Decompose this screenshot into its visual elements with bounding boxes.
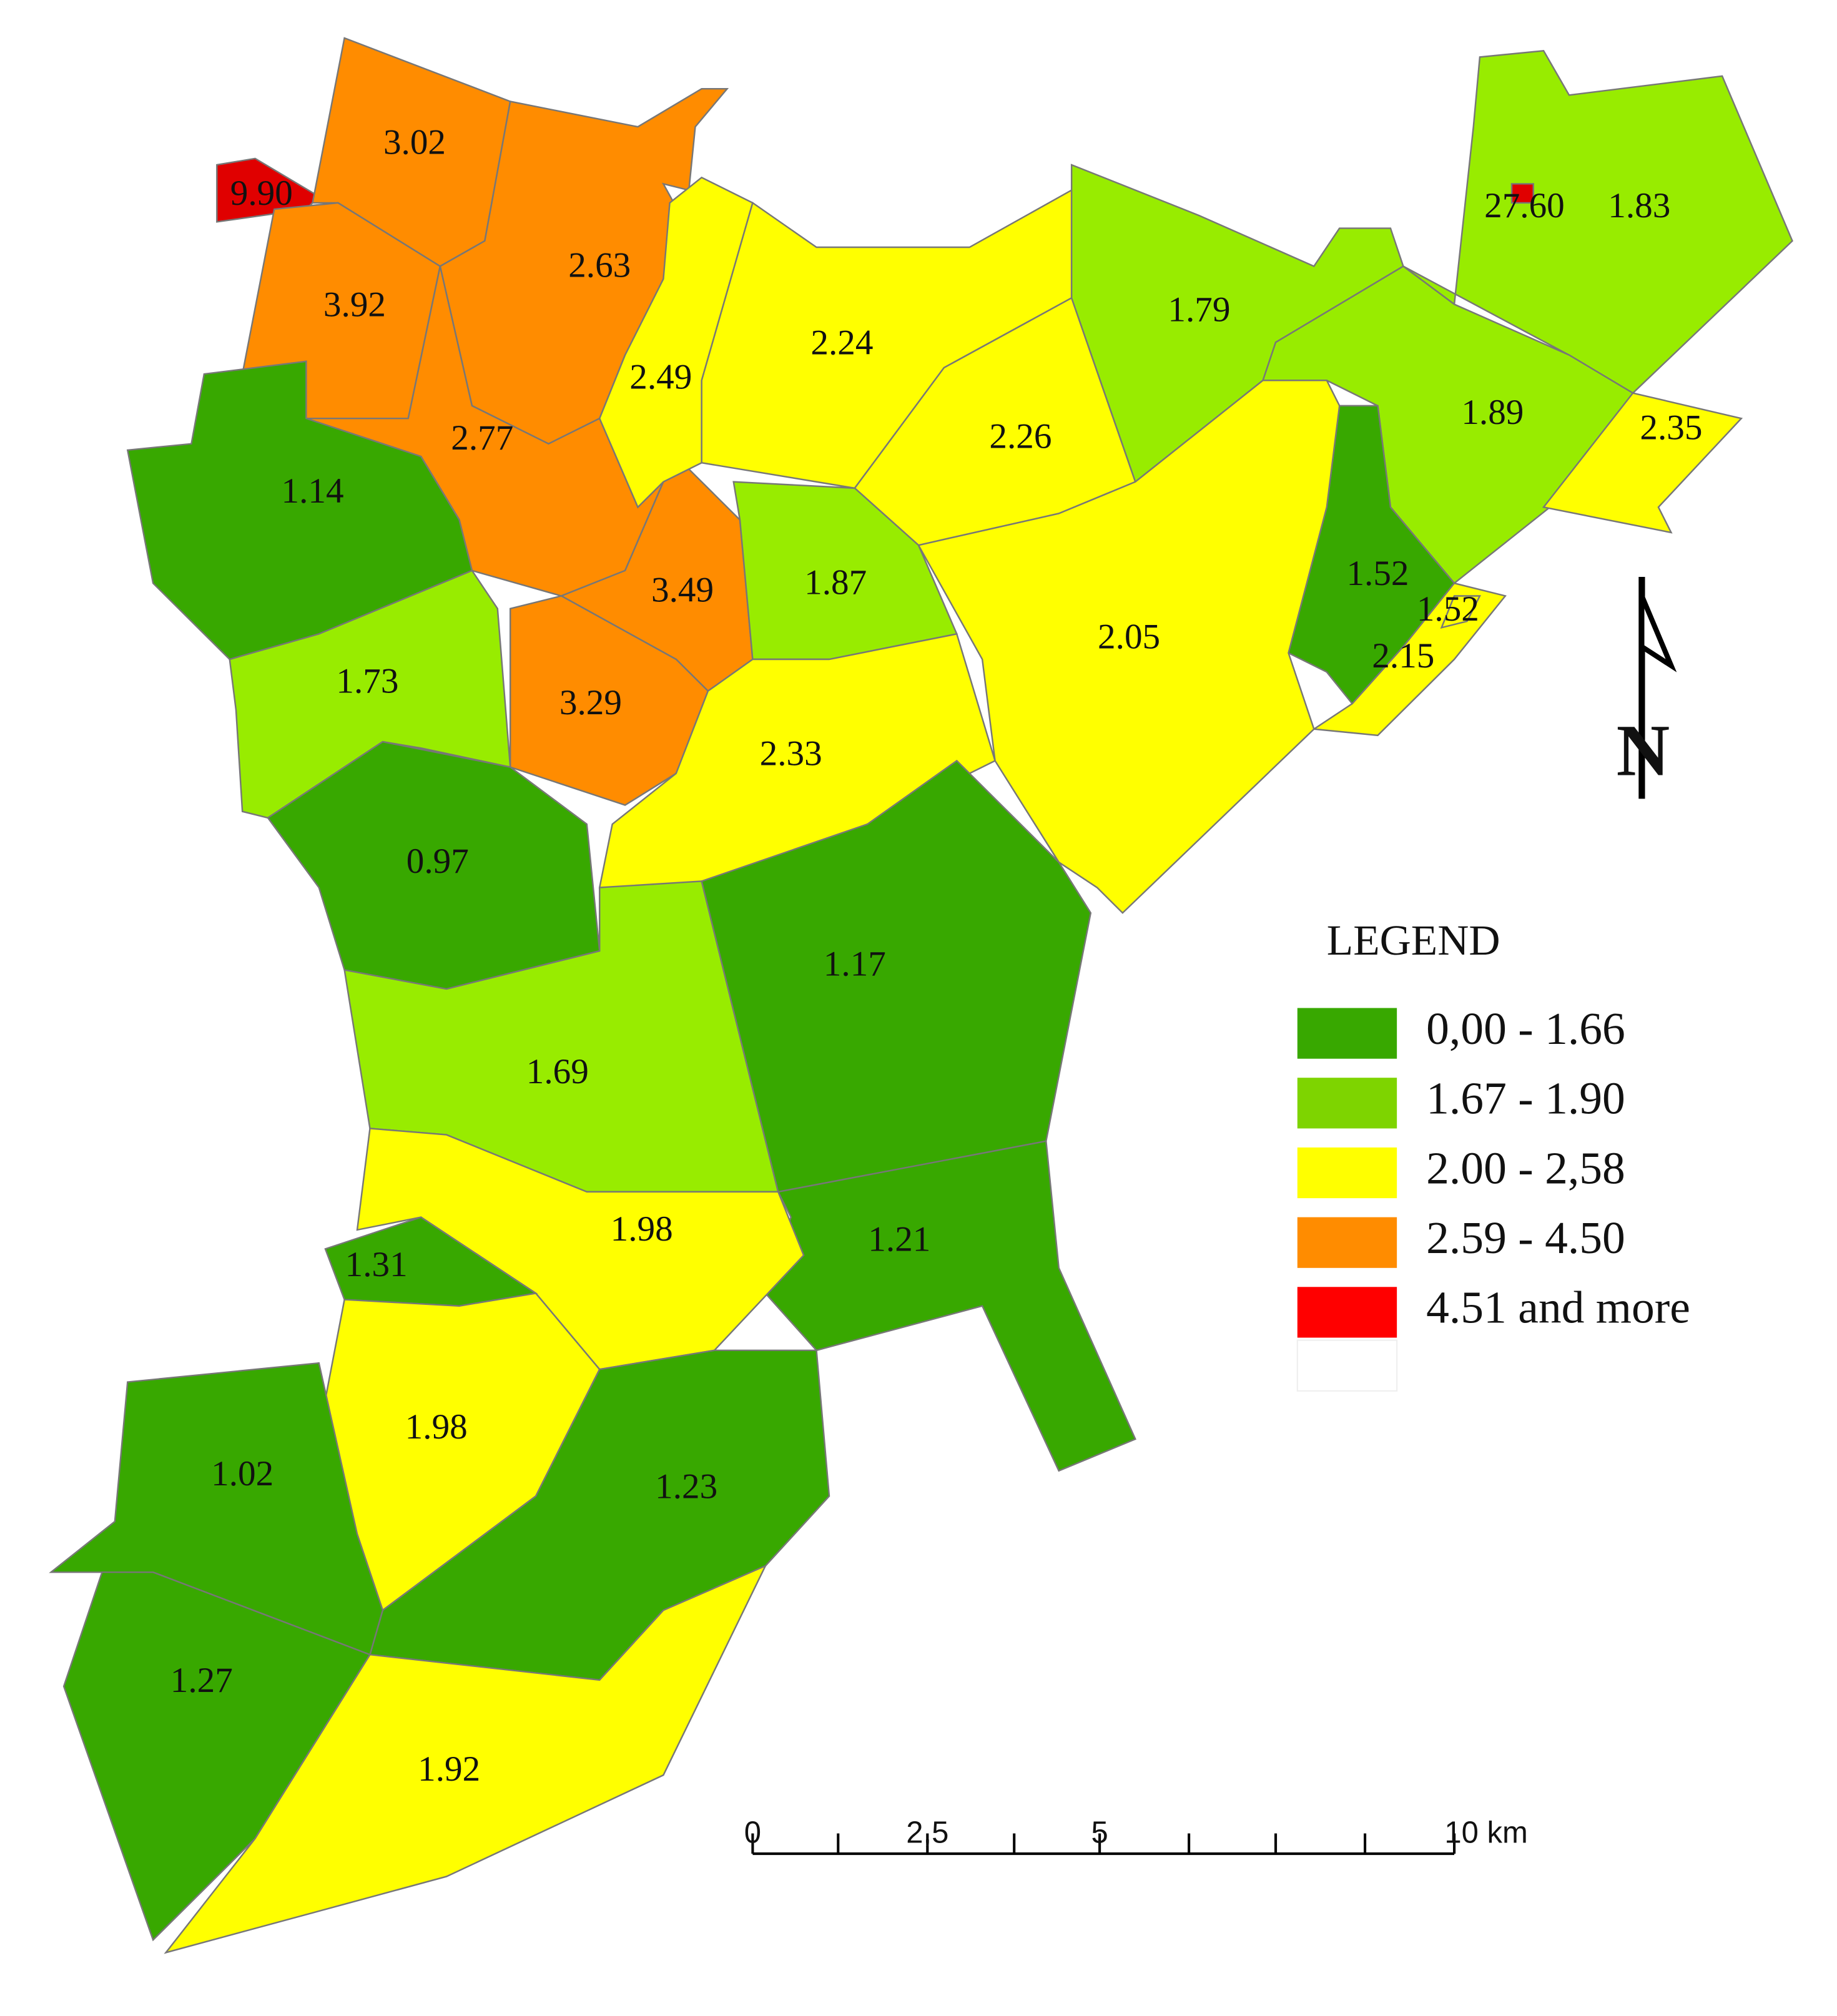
scale-bar: 0 2,5 5 10 km xyxy=(744,1816,1528,1856)
region-label: 1.69 xyxy=(526,1052,589,1091)
region xyxy=(917,380,1341,914)
region-label: 0.97 xyxy=(406,842,469,881)
region-label: 1.23 xyxy=(655,1467,717,1506)
region xyxy=(1070,164,1404,483)
north-label: N xyxy=(1617,710,1670,792)
region-label: 2.24 xyxy=(810,323,873,363)
legend-swatch xyxy=(1297,1078,1397,1129)
region-label: 2.05 xyxy=(1098,617,1160,657)
legend-label: 1.67 - 1.90 xyxy=(1426,1073,1625,1124)
region-label: 1.21 xyxy=(868,1219,930,1259)
north-arrow: N xyxy=(1617,577,1677,799)
region-label: 2.35 xyxy=(1640,408,1702,448)
region-label: 1.98 xyxy=(405,1407,468,1447)
scale-label: 0 xyxy=(744,1816,761,1850)
region-label: 2.63 xyxy=(568,246,631,285)
legend-label: 4.51 and more xyxy=(1426,1282,1690,1333)
region-label: 2.33 xyxy=(760,734,822,774)
region xyxy=(164,1564,767,1954)
scale-label: 5 xyxy=(1091,1816,1108,1850)
region-label: 1.52 xyxy=(1417,589,1479,629)
regions xyxy=(49,37,1793,1954)
region xyxy=(1542,392,1743,534)
legend-title: LEGEND xyxy=(1327,916,1500,964)
region-labels: 9.90 3.02 3.92 2.63 2.77 3.49 3.29 2.49 2.24 2.26… xyxy=(170,123,1703,1789)
region-label: 1.98 xyxy=(611,1209,673,1249)
region xyxy=(1510,183,1534,204)
legend-swatch xyxy=(1297,1287,1397,1338)
region-label: 2.77 xyxy=(451,418,513,458)
legend-swatch xyxy=(1297,1008,1397,1059)
legend-swatch xyxy=(1297,1147,1397,1199)
region-label: 1.17 xyxy=(824,945,886,984)
region-label: 3.49 xyxy=(651,571,714,610)
region-label: 1.83 xyxy=(1608,186,1670,225)
region-label: 1.87 xyxy=(804,563,867,602)
region xyxy=(229,569,511,819)
region-label: 2.49 xyxy=(629,357,692,396)
region-label: 2.15 xyxy=(1372,636,1434,676)
scale-label: 2,5 xyxy=(906,1816,948,1850)
region-label: 1.92 xyxy=(418,1749,480,1789)
region-label: 1.31 xyxy=(345,1245,408,1284)
region-label: 9.90 xyxy=(230,174,293,213)
region-label: 1.14 xyxy=(282,471,344,511)
region-label: 3.29 xyxy=(559,683,622,722)
region-label: 1.89 xyxy=(1461,393,1524,432)
region-label: 3.92 xyxy=(323,285,386,325)
legend-label: 0,00 - 1.66 xyxy=(1426,1003,1625,1054)
region-label: 2.26 xyxy=(989,417,1051,456)
region-label: 1.79 xyxy=(1168,290,1230,330)
scale-label: 10 km xyxy=(1444,1816,1527,1850)
region-label: 27.60 xyxy=(1484,186,1565,225)
region-label: 1.02 xyxy=(211,1454,273,1493)
region-label: 1.27 xyxy=(170,1661,233,1700)
legend-empty-swatch xyxy=(1296,1339,1398,1392)
legend-swatch xyxy=(1297,1217,1397,1268)
region xyxy=(1440,595,1481,629)
region-label: 1.73 xyxy=(336,662,398,701)
legend-label: 2.59 - 4.50 xyxy=(1426,1212,1625,1263)
region-label: 1.52 xyxy=(1346,554,1409,593)
region-label: 3.02 xyxy=(383,123,446,162)
legend-label: 2.00 - 2,58 xyxy=(1426,1143,1625,1193)
